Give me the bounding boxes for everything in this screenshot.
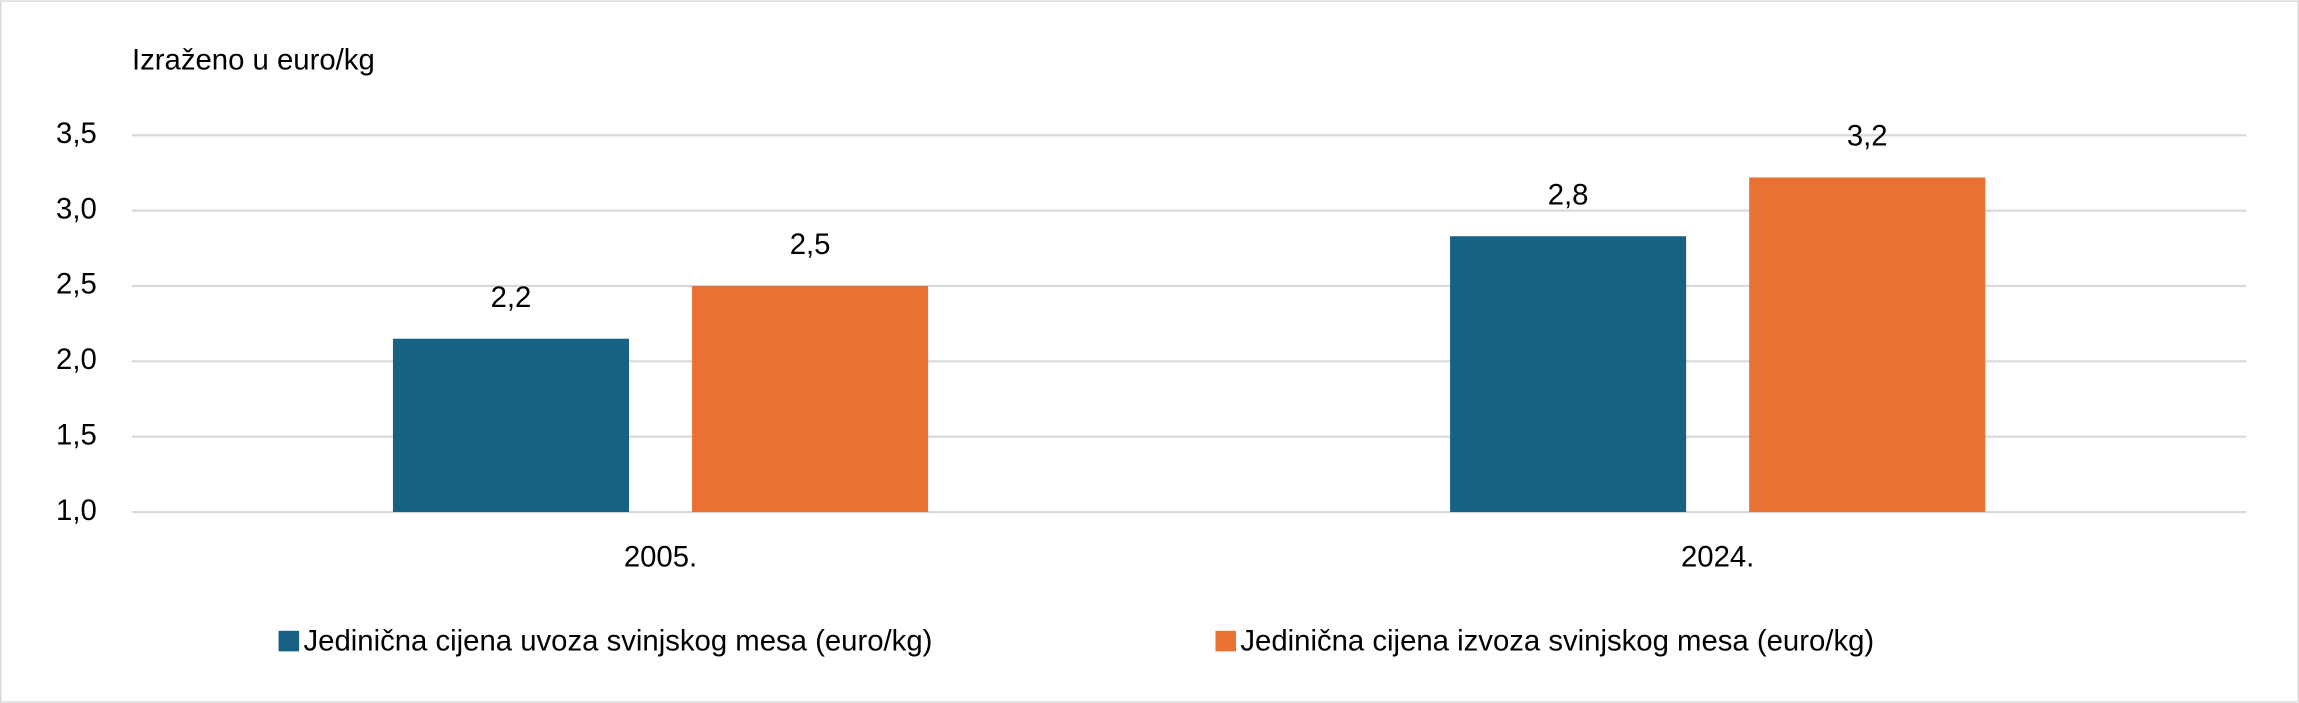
legend-label: Jedinična cijena uvoza svinjskog mesa (e… (304, 624, 933, 657)
legend-swatch (1215, 630, 1237, 652)
y-axis-title: Izraženo u euro/kg (132, 44, 375, 77)
data-label: 2,5 (790, 228, 831, 261)
y-tick-label: 1,5 (56, 418, 97, 451)
data-label: 3,2 (1847, 120, 1888, 153)
y-tick-label: 2,5 (56, 268, 97, 301)
data-label: 2,8 (1548, 178, 1589, 211)
bar (692, 285, 929, 513)
legend-label: Jedinična cijena izvoza svinjskog mesa (… (1240, 624, 1874, 657)
y-tick-label: 1,0 (56, 494, 97, 527)
bar (1450, 236, 1687, 513)
data-label: 2,2 (491, 281, 532, 314)
bar (392, 338, 629, 513)
y-tick-label: 3,0 (56, 192, 97, 225)
x-tick-label: 2024. (1681, 541, 1754, 574)
y-tick-label: 2,0 (56, 343, 97, 376)
x-tick-label: 2005. (624, 541, 697, 574)
y-tick-label: 3,5 (56, 117, 97, 150)
bar (1749, 177, 1986, 513)
legend-swatch (278, 630, 300, 652)
